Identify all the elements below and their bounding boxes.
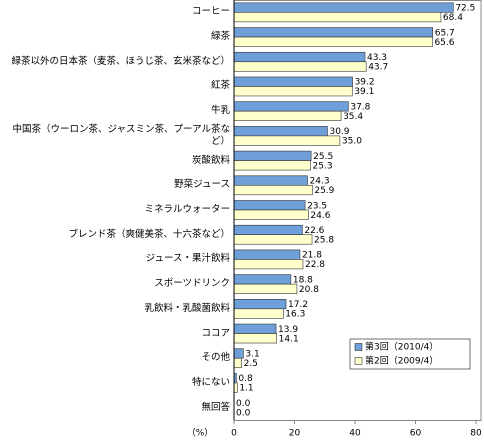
bar: [233, 249, 301, 260]
category-label: 牛乳: [210, 105, 230, 117]
bar: [233, 2, 454, 13]
value-label: 43.7: [368, 63, 388, 73]
value-label: 23.5: [307, 201, 327, 211]
category-label: その他: [201, 352, 230, 364]
category-label: コーヒー: [191, 6, 230, 18]
value-label: 30.9: [329, 127, 349, 137]
legend-box: [349, 338, 471, 370]
x-tick-label: 60: [410, 429, 422, 439]
value-label: 1.1: [239, 384, 253, 394]
bar: [233, 308, 284, 319]
category-label: ミネラルウォーター: [144, 204, 230, 215]
value-label: 22.8: [305, 260, 325, 270]
x-axis-label: （%）: [187, 428, 214, 439]
category-label: 野菜ジュース: [174, 179, 230, 191]
bar: [233, 348, 244, 359]
value-label: 37.8: [350, 102, 370, 112]
category-label: ブレンド茶（爽健美茶、十六茶など）: [68, 228, 230, 240]
bar: [233, 209, 309, 220]
bar: [233, 110, 342, 121]
bar: [233, 126, 328, 137]
bar: [233, 274, 292, 285]
value-label: 43.3: [367, 53, 387, 63]
category-label: 緑茶以外の日本茶（麦茶、ほうじ茶、玄米茶など）: [11, 55, 230, 67]
category-label: スポーツドリンク: [154, 278, 230, 290]
bar: [233, 184, 313, 196]
value-label: 35.0: [342, 137, 362, 147]
bar: [233, 101, 349, 112]
value-label: 16.3: [285, 310, 305, 320]
category-label: 無回答: [201, 401, 230, 413]
value-label: 0.0: [236, 399, 251, 409]
bar: [233, 160, 311, 171]
value-label: 24.6: [310, 211, 330, 221]
value-label: 13.9: [278, 325, 298, 335]
x-tick-label: 80: [470, 429, 482, 439]
bar: [233, 36, 433, 47]
value-label: 72.5: [455, 4, 475, 14]
category-label: 中国茶（ウーロン茶、ジャスミン茶、プーアル茶など）: [12, 123, 230, 147]
value-label: 25.5: [313, 152, 333, 162]
value-label: 65.6: [434, 38, 454, 48]
category-label: 紅茶: [210, 80, 230, 92]
value-label: 3.1: [245, 349, 259, 359]
category-label: 炭酸飲料: [191, 154, 230, 166]
value-label: 39.2: [355, 78, 375, 88]
bar: [233, 61, 367, 72]
value-label: 24.3: [310, 177, 330, 187]
category-label: ジュース・果汁飲料: [145, 253, 230, 265]
value-label: 21.8: [302, 251, 322, 261]
value-label: 0.8: [238, 374, 253, 384]
value-label: 25.9: [314, 186, 334, 196]
bar: [233, 86, 353, 97]
value-label: 17.2: [288, 300, 308, 310]
bar: [233, 283, 298, 294]
value-label: 25.8: [314, 235, 334, 245]
bar: [233, 224, 303, 236]
value-label: 14.1: [279, 334, 299, 344]
value-label: 68.4: [443, 13, 463, 23]
x-tick-label: 20: [289, 429, 301, 439]
bar: [233, 357, 242, 369]
category-label: 乳飲料・乳酸菌飲料: [144, 302, 230, 314]
legend-swatch: [354, 357, 363, 365]
value-label: 18.8: [293, 275, 313, 285]
bar: [233, 323, 277, 334]
x-tick-label: 0: [231, 429, 237, 439]
bar: [233, 259, 304, 270]
category-label: 特にない: [191, 376, 230, 388]
legend-label: 第2回（2009/4）: [365, 355, 438, 367]
bar: [233, 150, 312, 161]
bar: [233, 76, 353, 87]
bar: [233, 27, 434, 38]
bar: [233, 333, 277, 344]
legend-label: 第3回（2010/4）: [365, 341, 438, 353]
value-label: 20.8: [299, 285, 319, 295]
bar: [233, 12, 442, 23]
value-label: 0.0: [236, 408, 251, 418]
value-label: 2.5: [244, 359, 258, 369]
x-tick-label: 40: [349, 429, 361, 439]
category-label: 緑茶: [210, 31, 230, 43]
bar: [233, 135, 341, 146]
value-label: 22.6: [304, 226, 324, 236]
legend-swatch: [354, 343, 363, 351]
bar: [233, 175, 308, 186]
value-label: 39.1: [354, 87, 374, 97]
value-label: 25.3: [313, 161, 333, 171]
value-label: 35.4: [343, 112, 363, 122]
bar: [233, 200, 306, 211]
bar: [233, 234, 313, 245]
category-label: ココア: [201, 327, 230, 339]
bar: [233, 299, 287, 310]
bar: [233, 51, 366, 63]
value-label: 65.7: [435, 28, 455, 38]
